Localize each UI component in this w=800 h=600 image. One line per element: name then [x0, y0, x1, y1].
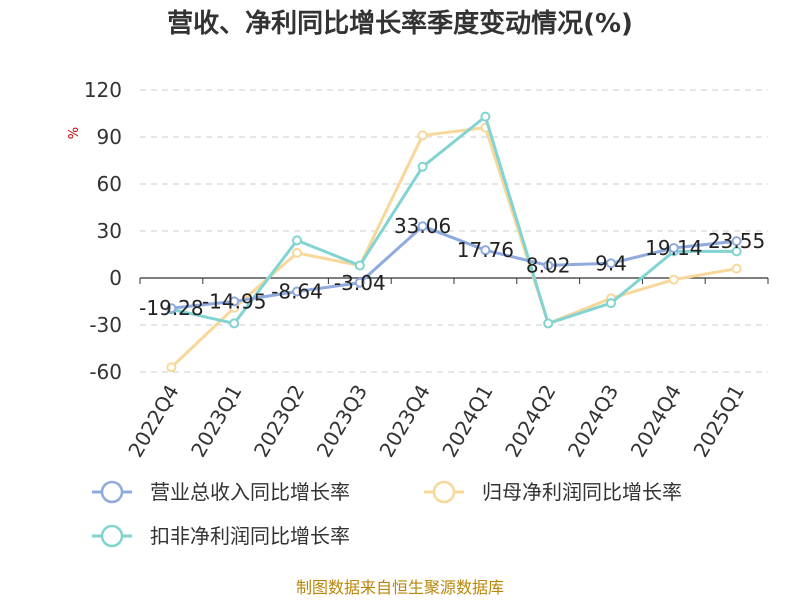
- y-tick-label: 60: [97, 172, 122, 196]
- data-point: [166, 303, 177, 314]
- data-point: [229, 318, 240, 329]
- data-label: -3.04: [334, 271, 386, 295]
- legend-label: 扣非净利润同比增长率: [150, 524, 350, 548]
- legend-swatch-marker: [100, 480, 124, 504]
- y-tick-label: -60: [89, 360, 122, 384]
- data-point: [606, 258, 616, 269]
- series-line: [171, 115, 737, 325]
- data-point: [354, 260, 365, 271]
- legend-swatch-marker: [100, 524, 124, 548]
- data-point: [731, 246, 742, 257]
- data-label: 9.4: [595, 251, 627, 275]
- data-point: [417, 221, 428, 232]
- data-label: -8.64: [271, 280, 323, 304]
- x-tick-label: 2024Q1: [437, 381, 497, 462]
- y-tick-label: 120: [84, 78, 122, 102]
- y-tick-label: 0: [109, 266, 122, 290]
- x-tick-label: 2023Q1: [186, 381, 246, 462]
- source-note: 制图数据来自恒生聚源数据库: [296, 578, 504, 597]
- data-point: [292, 247, 302, 258]
- data-point: [543, 260, 554, 271]
- legend-label: 营业总收入同比增长率: [150, 480, 350, 504]
- data-label: -14.95: [202, 289, 266, 313]
- data-point: [543, 318, 554, 329]
- data-point: [229, 296, 240, 307]
- data-point: [668, 243, 679, 254]
- y-tick-label: -30: [89, 313, 122, 337]
- data-point: [417, 130, 428, 141]
- data-point: [668, 274, 679, 285]
- data-point: [731, 263, 742, 274]
- chart-title: 营收、净利同比增长率季度变动情况(%): [167, 8, 633, 39]
- y-tick-label: 90: [97, 125, 122, 149]
- data-point: [292, 286, 302, 297]
- series-line: [171, 224, 737, 310]
- y-tick-label: 30: [97, 219, 122, 243]
- x-tick-label: 2023Q2: [249, 381, 309, 462]
- data-label: 33.06: [394, 214, 451, 238]
- data-label: -19.28: [139, 296, 203, 320]
- data-point: [417, 161, 428, 172]
- x-tick-label: 2023Q4: [374, 381, 434, 462]
- y-axis-unit: %: [67, 127, 82, 139]
- x-tick-label: 2022Q4: [123, 381, 183, 462]
- grid-lines: [140, 89, 768, 373]
- data-point: [292, 235, 302, 246]
- legend-swatch-marker: [432, 480, 456, 504]
- x-tick-label: 2024Q3: [563, 381, 623, 462]
- data-label: 17.76: [457, 238, 514, 262]
- series-lines: [166, 111, 742, 373]
- x-tick-label: 2024Q2: [500, 381, 560, 462]
- data-point: [606, 298, 616, 309]
- x-tick-label: 2023Q3: [312, 381, 372, 462]
- data-label: 19.14: [645, 236, 702, 260]
- data-point: [731, 236, 742, 247]
- data-point: [480, 245, 491, 256]
- data-point: [480, 111, 491, 122]
- y-axis-ticks: 120 90 60 30 0 -30 -60: [84, 78, 122, 384]
- x-tick-label: 2024Q4: [626, 381, 686, 462]
- data-label: 23.55: [708, 229, 765, 253]
- data-point: [166, 362, 177, 373]
- legend-label: 归母净利润同比增长率: [482, 480, 682, 504]
- data-label: 8.02: [526, 253, 571, 277]
- data-point: [354, 277, 365, 288]
- x-tick-label: 2025Q1: [688, 381, 748, 462]
